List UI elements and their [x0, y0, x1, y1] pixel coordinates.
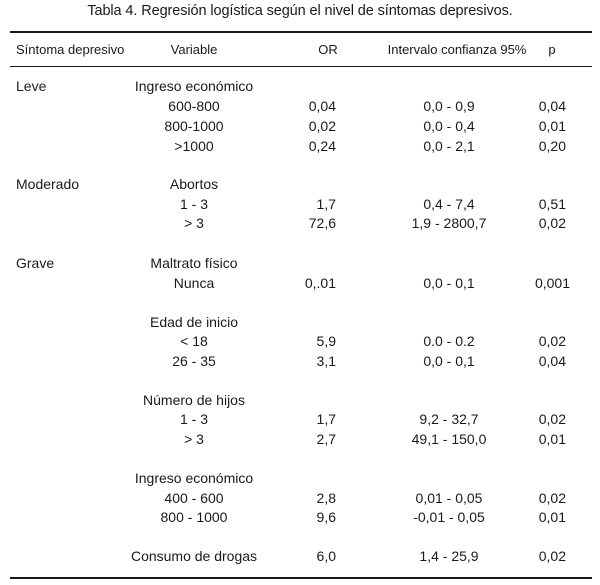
row-variable: Edad de inicio [150, 314, 238, 330]
row-or: 0,04 [308, 98, 336, 114]
row-p: 0,02 [538, 215, 566, 231]
row-p: 0,01 [538, 431, 566, 447]
row-ci: 0,0 - 0,4 [423, 118, 475, 134]
row-ci: 0,0 - 0,1 [423, 275, 475, 291]
row-p: 0,20 [538, 138, 566, 154]
row-variable: 600-800 [168, 98, 220, 114]
row-variable: 400 - 600 [164, 490, 224, 506]
row-or: 1,7 [316, 196, 336, 212]
header-variable: Variable [170, 42, 218, 57]
row-ci: 0,0 - 0,9 [423, 98, 475, 114]
row-variable: > 3 [184, 431, 204, 447]
row-p: 0,01 [538, 509, 566, 525]
header-or: OR [318, 42, 338, 57]
row-or: 72,6 [308, 215, 336, 231]
row-p: 0,02 [538, 548, 566, 564]
row-or: 9,6 [316, 509, 336, 525]
row-or: 2,7 [316, 431, 336, 447]
row-p: 0,02 [538, 490, 566, 506]
row-variable: Consumo de drogas [130, 548, 258, 564]
row-ci: 1,4 - 25,9 [419, 548, 479, 564]
row-ci: -0,01 - 0,05 [413, 509, 485, 525]
row-variable: Ingreso económico [134, 470, 254, 486]
row-ci: 1,9 - 2800,7 [411, 215, 487, 231]
header-p: p [548, 42, 556, 57]
row-or: 0,.01 [304, 275, 336, 291]
row-variable: Maltrato físico [150, 255, 238, 271]
row-or: 2,8 [316, 490, 336, 506]
row-p: 0,001 [534, 275, 570, 291]
row-p: 0,04 [538, 353, 566, 369]
group-label: Leve [16, 78, 47, 94]
row-or: 5,9 [316, 333, 336, 349]
row-variable: 800-1000 [164, 118, 224, 134]
row-variable: 1 - 3 [179, 196, 209, 212]
row-variable: > 3 [184, 215, 204, 231]
group-label: Moderado [16, 176, 80, 192]
row-or: 3,1 [316, 353, 336, 369]
row-variable: Abortos [169, 176, 219, 192]
row-ci: 9,2 - 32,7 [419, 411, 479, 427]
row-or: 0,24 [308, 138, 336, 154]
row-variable: Nunca [173, 275, 215, 291]
row-variable: Número de hijos [143, 392, 245, 408]
row-variable: 1 - 3 [179, 411, 209, 427]
row-p: 0,01 [538, 118, 566, 134]
row-variable: Ingreso económico [134, 78, 254, 94]
row-p: 0,51 [538, 196, 566, 212]
row-ci: 0,01 - 0,05 [415, 490, 483, 506]
row-variable: 800 - 1000 [160, 509, 228, 525]
table-title: Tabla 4. Regresión logística según el ni… [87, 3, 513, 19]
row-ci: 49,1 - 150,0 [411, 431, 487, 447]
row-variable: 26 - 35 [172, 353, 216, 369]
row-variable: >1000 [174, 138, 214, 154]
top-rule [10, 31, 592, 33]
row-ci: 0,0 - 2,1 [423, 138, 475, 154]
header-ci: Intervalo confianza 95% [387, 42, 527, 57]
row-p: 0,02 [538, 333, 566, 349]
row-p: 0,04 [538, 98, 566, 114]
group-label: Grave [16, 255, 55, 271]
row-p: 0,02 [538, 411, 566, 427]
row-ci: 0,0 - 0,1 [423, 353, 475, 369]
row-or: 0,02 [308, 118, 336, 134]
bottom-rule [10, 577, 592, 579]
row-or: 6,0 [316, 548, 336, 564]
row-ci: 0.0 - 0.2 [423, 333, 475, 349]
row-ci: 0,4 - 7,4 [423, 196, 475, 212]
row-variable: < 18 [180, 333, 208, 349]
header-symptom: Síntoma depresivo [16, 42, 125, 57]
header-rule [10, 66, 592, 67]
row-or: 1,7 [316, 411, 336, 427]
